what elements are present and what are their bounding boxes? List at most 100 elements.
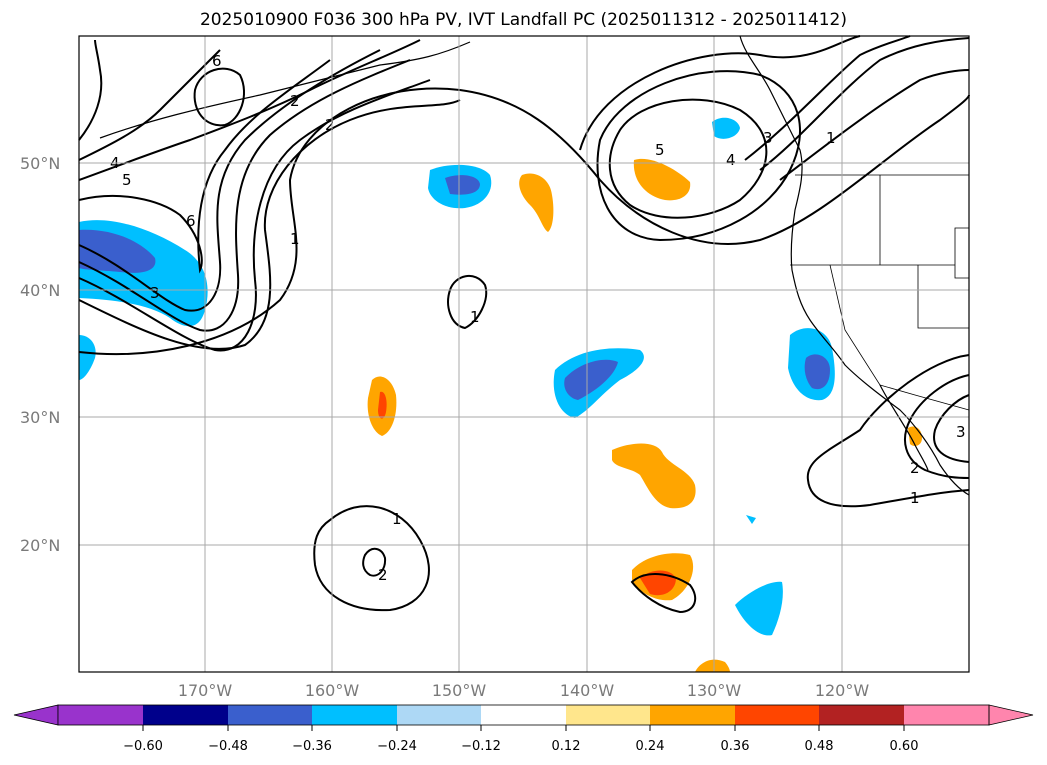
contour-isolated-40n bbox=[447, 275, 488, 330]
contour-label: 1 bbox=[826, 129, 836, 147]
contour-west-6 bbox=[78, 59, 331, 274]
contour-label: 5 bbox=[655, 141, 665, 159]
colorbar-segment bbox=[735, 705, 819, 725]
colorbar-tick-label: 0.12 bbox=[552, 739, 581, 754]
colorbar: −0.60 −0.48 −0.36 −0.24 −0.12 0.12 0.24 … bbox=[13, 704, 1034, 754]
colorbar-segment bbox=[312, 705, 397, 725]
contour-label: 3 bbox=[763, 129, 773, 147]
contour-west-8 bbox=[78, 49, 221, 161]
contour-label: 1 bbox=[392, 510, 402, 528]
colorbar-segment bbox=[397, 705, 481, 725]
colorbar-segment bbox=[650, 705, 735, 725]
colorbar-ticks bbox=[142, 725, 905, 731]
contour-west-1 bbox=[78, 87, 970, 355]
lon-label: 120°W bbox=[815, 681, 870, 700]
contour-east-arc-3 bbox=[779, 69, 970, 181]
map-panel: 6 2 5 4 6 3 2 1 5 4 3 1 1 1 2 1 2 3 bbox=[78, 35, 970, 673]
colorbar-tick-label: 0.60 bbox=[890, 739, 919, 754]
positive-anomaly-145w bbox=[519, 173, 554, 232]
lat-label: 50°N bbox=[20, 154, 60, 173]
positive-anomaly-133w-south-core bbox=[640, 570, 676, 596]
colorbar-tick-label: 0.24 bbox=[636, 739, 665, 754]
lat-label: 30°N bbox=[20, 408, 60, 427]
contour-label: 6 bbox=[186, 212, 196, 230]
contour-label: 4 bbox=[726, 151, 736, 169]
contour-label: 2 bbox=[378, 566, 388, 584]
positive-anomaly-north bbox=[633, 158, 691, 201]
colorbar-tick-label: 0.36 bbox=[721, 739, 750, 754]
aleutians bbox=[99, 41, 471, 139]
negative-anomaly-south-small bbox=[746, 515, 756, 524]
contour-south-loop bbox=[630, 573, 697, 614]
pc-anomaly-shading bbox=[79, 117, 922, 672]
colorbar-frame bbox=[57, 704, 990, 726]
colorbar-tick-label: 0.48 bbox=[805, 739, 834, 754]
negative-anomaly-west-small bbox=[79, 335, 96, 380]
coastlines bbox=[99, 35, 970, 496]
north-america-coast bbox=[739, 35, 970, 496]
colorbar-segment bbox=[819, 705, 904, 725]
contour-southeast-3 bbox=[933, 394, 970, 463]
contour-labels: 6 2 5 4 6 3 2 1 5 4 3 1 1 1 2 1 2 3 bbox=[110, 52, 966, 584]
positive-anomaly-133w bbox=[612, 443, 696, 509]
lon-label: 140°W bbox=[560, 681, 615, 700]
contour-west-9 bbox=[78, 39, 103, 141]
colorbar-segment bbox=[566, 705, 650, 725]
negative-anomaly-south bbox=[735, 581, 783, 636]
colorbar-tick-label: −0.36 bbox=[292, 739, 332, 754]
contour-label: 5 bbox=[122, 171, 132, 189]
lon-label: 130°W bbox=[687, 681, 742, 700]
contour-label: 3 bbox=[956, 423, 966, 441]
contour-east-loop-1 bbox=[608, 98, 768, 219]
lon-label: 170°W bbox=[178, 681, 233, 700]
contour-east-arc-2 bbox=[759, 37, 970, 171]
colorbar-segment bbox=[143, 705, 228, 725]
map-title: 2025010900 F036 300 hPa PV, IVT Landfall… bbox=[199, 10, 847, 30]
colorbar-tick-label: −0.60 bbox=[123, 739, 163, 754]
contour-west-7 bbox=[78, 39, 421, 181]
contour-east-arc-4 bbox=[744, 35, 911, 161]
contour-east-loop-2 bbox=[596, 70, 801, 242]
contour-southeast-2 bbox=[904, 374, 970, 479]
contour-west-10 bbox=[193, 67, 245, 127]
colorbar-tick-label: −0.12 bbox=[461, 739, 501, 754]
positive-anomaly-south-edge bbox=[695, 659, 730, 672]
contour-west-2 bbox=[78, 99, 461, 350]
colorbar-tick-label: −0.48 bbox=[208, 739, 248, 754]
negative-anomaly-150w-core bbox=[445, 175, 480, 195]
mexico-border bbox=[879, 384, 970, 411]
colorbar-tick-label: −0.24 bbox=[377, 739, 417, 754]
longitude-labels: 170°W 160°W 150°W 140°W 130°W 120°W bbox=[178, 681, 870, 700]
negative-anomaly-140w-core bbox=[564, 359, 618, 400]
contour-label: 6 bbox=[212, 52, 222, 70]
negative-anomaly-west-core bbox=[79, 229, 156, 273]
positive-anomaly-155w-core bbox=[378, 391, 387, 419]
negative-anomaly-north-small bbox=[712, 117, 740, 139]
colorbar-min-extend bbox=[13, 704, 59, 726]
state-border-4 bbox=[829, 264, 881, 386]
map-frame bbox=[78, 35, 970, 673]
colorbar-segment bbox=[904, 705, 989, 725]
lat-label: 40°N bbox=[20, 281, 60, 300]
contour-subtropical bbox=[313, 505, 430, 612]
contour-label: 2 bbox=[325, 116, 335, 134]
latitude-labels: 50°N 40°N 30°N 20°N bbox=[20, 154, 60, 555]
contour-west-3 bbox=[78, 79, 431, 352]
colorbar-segment bbox=[481, 705, 566, 725]
contour-west-4 bbox=[78, 59, 411, 332]
colorbar-segment bbox=[228, 705, 312, 725]
state-border-2 bbox=[917, 265, 969, 329]
baja-coast bbox=[879, 384, 929, 471]
contour-label: 1 bbox=[910, 489, 920, 507]
contour-label: 2 bbox=[290, 92, 300, 110]
contour-label: 1 bbox=[470, 308, 480, 326]
lon-label: 150°W bbox=[432, 681, 487, 700]
colorbar-labels: −0.60 −0.48 −0.36 −0.24 −0.12 0.12 0.24 … bbox=[123, 739, 918, 754]
contour-east-arc-1 bbox=[579, 35, 861, 151]
lon-label: 160°W bbox=[305, 681, 360, 700]
lat-label: 20°N bbox=[20, 536, 60, 555]
negative-anomaly-coast-core bbox=[804, 354, 830, 390]
contour-label: 2 bbox=[910, 459, 920, 477]
contour-subtropical-inner bbox=[362, 547, 387, 577]
